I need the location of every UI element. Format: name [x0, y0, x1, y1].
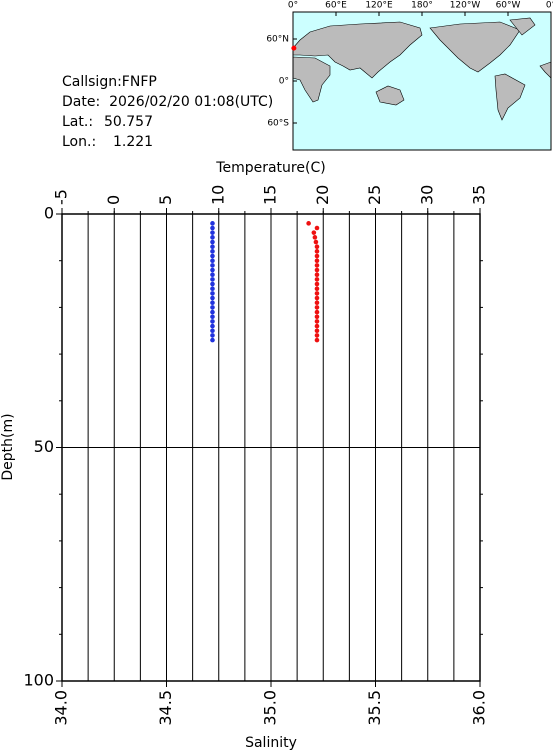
profile-point	[210, 305, 215, 310]
map-lon-label: 60°E	[325, 1, 347, 11]
map-lon-label: 120°W	[450, 1, 481, 11]
lon-value: 1.221	[113, 134, 153, 150]
info-block: Callsign:FNFP Date: 2026/02/20 01:08(UTC…	[62, 74, 273, 150]
map-lon-label: 0°	[546, 1, 553, 11]
profile-point	[210, 230, 215, 235]
profile-point	[314, 258, 320, 264]
profile-point	[210, 309, 215, 315]
profile-point	[314, 309, 320, 315]
profile-point	[210, 333, 215, 338]
profile-point	[314, 249, 320, 254]
profile-point	[210, 272, 215, 278]
profile-point	[314, 319, 320, 324]
profile-point	[314, 272, 320, 278]
profile-point	[210, 323, 215, 329]
profile-point	[210, 328, 215, 334]
x2-tick-label: 10	[208, 185, 227, 205]
land	[292, 17, 552, 121]
profile-point	[314, 225, 320, 231]
profile-point	[314, 295, 320, 301]
map-lon-label: 180°	[411, 1, 433, 11]
map-lon-label: 60°W	[496, 1, 521, 11]
x-tick-label: 36.0	[470, 690, 489, 726]
map-lat-label: 60°S	[267, 119, 289, 129]
profile-point	[314, 291, 320, 296]
x2-tick-label: 15	[261, 185, 280, 205]
profile-point	[210, 337, 215, 343]
profile-point	[314, 281, 320, 287]
profile-point	[314, 253, 320, 259]
plot-frame	[61, 213, 481, 682]
profile-point	[314, 300, 320, 306]
profile-point	[210, 225, 215, 231]
lat-label: Lat.:	[62, 114, 93, 130]
profile-point	[314, 277, 320, 282]
y-tick-label: 50	[34, 437, 54, 456]
profile-point	[314, 286, 320, 292]
y-tick-label: 0	[44, 204, 54, 223]
profile-point	[314, 323, 320, 329]
x2-tick-label: 35	[470, 185, 489, 205]
profile-point	[210, 258, 215, 264]
x-axis-label: Salinity	[245, 735, 297, 751]
profile-point	[313, 239, 319, 245]
map-lon-label: 120°E	[365, 1, 393, 11]
profile-point	[210, 235, 215, 240]
profile-point	[210, 314, 215, 320]
profile-point	[314, 263, 320, 268]
profile-point	[314, 328, 320, 334]
profile-point	[314, 314, 320, 320]
profile-point	[314, 244, 320, 249]
profile-point	[210, 300, 215, 306]
profile-point	[210, 221, 215, 226]
date: Date: 2026/02/20 01:08(UTC)	[62, 94, 273, 110]
map-lat-label: 0°	[279, 77, 289, 87]
callsign: Callsign:FNFP	[62, 74, 157, 90]
profile-point	[314, 305, 320, 310]
x2-tick-label: 5	[156, 195, 175, 205]
y-axis-label: Depth(m)	[0, 413, 16, 480]
ship-position	[291, 45, 297, 51]
profile-point	[210, 244, 215, 249]
x-tick-label: 34.0	[52, 690, 71, 726]
profile-point	[314, 267, 320, 273]
map: 0° 60°E 120°E 180° 120°W 60°W 0° 60°N 0° 60°S	[266, 1, 553, 151]
profile-point	[210, 267, 215, 273]
profile-point	[210, 277, 215, 282]
x2-tick-label: -5	[52, 189, 71, 205]
profile-point	[311, 230, 317, 235]
profile-point	[314, 337, 320, 343]
x-tick-label: 35.0	[261, 690, 280, 726]
profile-point	[210, 286, 215, 292]
profile-point	[210, 319, 215, 324]
profile-point	[210, 253, 215, 259]
lat-value: 50.757	[104, 114, 153, 130]
x2-tick-label: 0	[104, 195, 123, 205]
x-tick-label: 34.5	[156, 690, 175, 726]
profile-point	[210, 295, 215, 301]
profile-point	[312, 235, 318, 240]
x2-tick-label: 20	[313, 185, 332, 205]
profile-point	[210, 263, 215, 268]
profile-point	[210, 291, 215, 296]
profile-point	[210, 239, 215, 245]
profile-point	[210, 249, 215, 254]
x2-tick-label: 25	[365, 185, 384, 205]
x2-axis-label: Temperature(C)	[215, 160, 325, 176]
map-lon-label: 0°	[288, 1, 298, 11]
x2-tick-label: 30	[417, 185, 436, 205]
profile-point	[210, 281, 215, 287]
profile-point	[306, 221, 311, 226]
lon-label: Lon.:	[62, 134, 96, 150]
map-lat-label: 60°N	[266, 35, 289, 45]
profile-point	[314, 333, 320, 338]
y-tick-label: 100	[23, 671, 54, 690]
x-tick-label: 35.5	[365, 690, 384, 726]
